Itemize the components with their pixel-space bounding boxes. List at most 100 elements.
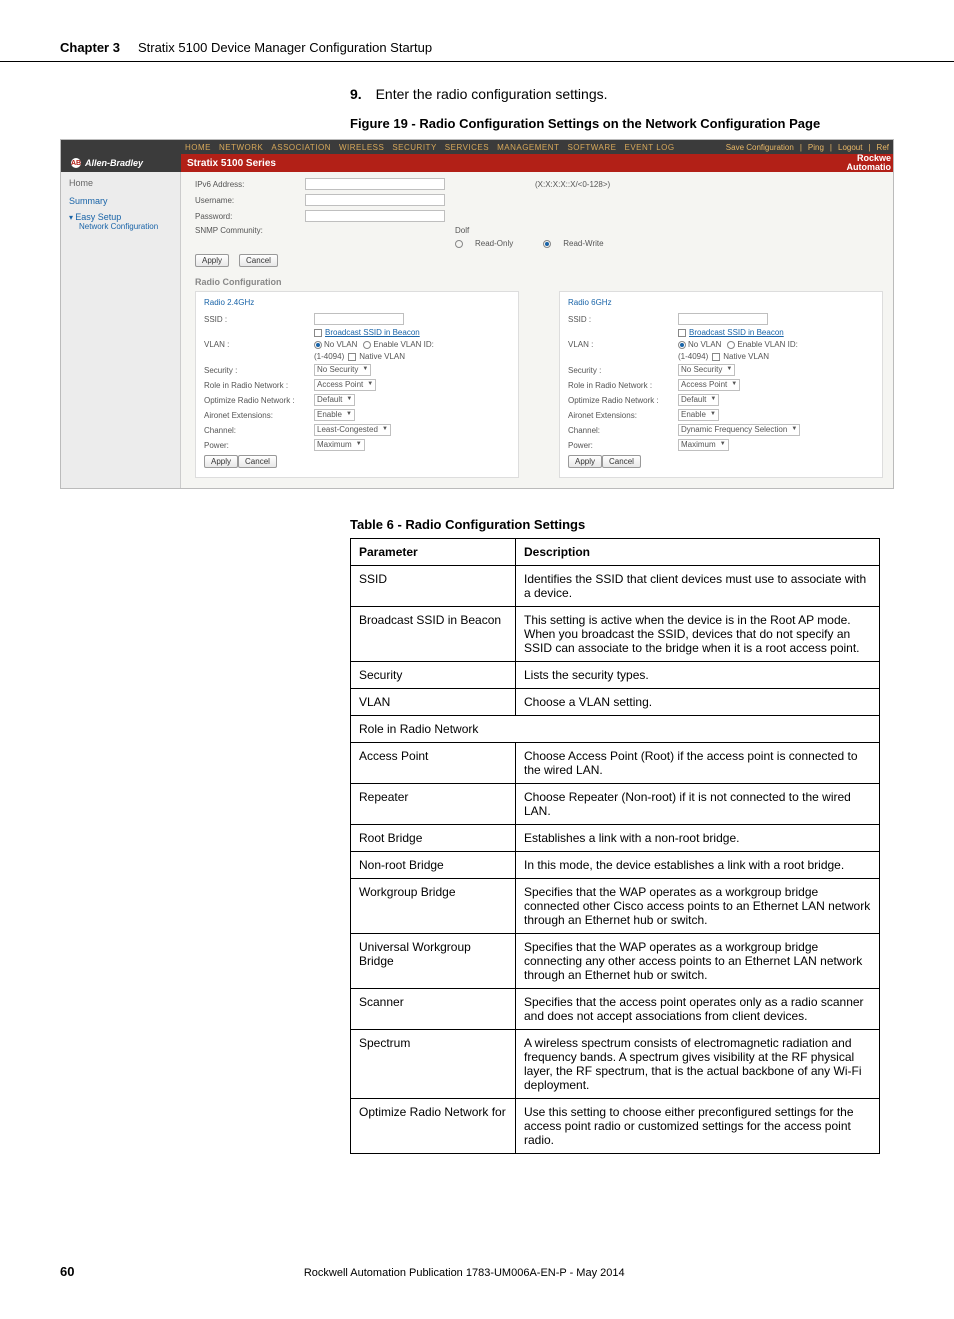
cell-parameter: Root Bridge	[351, 825, 516, 852]
table-row: Non-root BridgeIn this mode, the device …	[351, 852, 880, 879]
radio-readonly[interactable]	[455, 240, 463, 248]
radio-readwrite[interactable]	[543, 240, 551, 248]
select-role-6[interactable]: Access Point	[678, 379, 740, 391]
checkbox-nativevlan-24[interactable]	[348, 353, 356, 361]
checkbox-broadcast-6[interactable]	[678, 329, 686, 337]
cell-description: This setting is active when the device i…	[516, 607, 880, 662]
panel-6ghz: Radio 6GHz SSID : Broadcast SSID in Beac…	[559, 291, 883, 478]
panel-2-4ghz: Radio 2.4GHz SSID : Broadcast SSID in Be…	[195, 291, 519, 478]
table-row: Access PointChoose Access Point (Root) i…	[351, 743, 880, 784]
label-power-6: Power:	[568, 441, 678, 450]
select-optimize-24[interactable]: Default	[314, 394, 355, 406]
nav-home[interactable]: HOME	[185, 143, 211, 152]
checkbox-broadcast-24[interactable]	[314, 329, 322, 337]
brand-logo-icon: AB	[71, 158, 81, 168]
page-number: 60	[60, 1264, 74, 1279]
cancel-button[interactable]: Cancel	[239, 254, 278, 267]
label-ssid-6: SSID :	[568, 315, 678, 324]
label-role: Role in Radio Network :	[204, 381, 314, 390]
rockwell-logo: Rockwe Automatio	[847, 154, 894, 172]
select-security-24[interactable]: No Security	[314, 364, 371, 376]
sidebar-summary[interactable]: Summary	[69, 196, 172, 206]
cell-description: Choose Access Point (Root) if the access…	[516, 743, 880, 784]
checkbox-nativevlan-6[interactable]	[712, 353, 720, 361]
th-parameter: Parameter	[351, 539, 516, 566]
nav-eventlog[interactable]: EVENT LOG	[624, 143, 674, 152]
input-username[interactable]	[305, 194, 445, 206]
label-readonly: Read-Only	[475, 239, 513, 248]
table-row: Broadcast SSID in BeaconThis setting is …	[351, 607, 880, 662]
input-ipv6[interactable]	[305, 178, 445, 190]
label-username: Username:	[195, 196, 295, 205]
cell-parameter: Optimize Radio Network for	[351, 1099, 516, 1154]
label-novlan-6v: No VLAN	[688, 340, 721, 349]
brand-name: Allen-Bradley	[85, 158, 143, 168]
cell-description: Lists the security types.	[516, 662, 880, 689]
input-password[interactable]	[305, 210, 445, 222]
sidebar: Home Summary Easy Setup Network Configur…	[61, 172, 181, 488]
cell-parameter: Spectrum	[351, 1030, 516, 1099]
link-broadcast-24[interactable]: Broadcast SSID in Beacon	[325, 328, 420, 337]
table-row: SpectrumA wireless spectrum consists of …	[351, 1030, 880, 1099]
select-role-24[interactable]: Access Point	[314, 379, 376, 391]
label-enablevlan: Enable VLAN ID:	[373, 340, 433, 349]
select-aironet-6[interactable]: Enable	[678, 409, 719, 421]
cell-description: Specifies that the access point operates…	[516, 989, 880, 1030]
hint-ipv6: (X:X:X:X::X/<0-128>)	[535, 180, 610, 189]
cell-parameter: VLAN	[351, 689, 516, 716]
select-aironet-24[interactable]: Enable	[314, 409, 355, 421]
cell-description: Identifies the SSID that client devices …	[516, 566, 880, 607]
radio-enablevlan-6[interactable]	[727, 341, 735, 349]
label-optimize-6: Optimize Radio Network :	[568, 396, 678, 405]
figure-caption: Figure 19 - Radio Configuration Settings…	[350, 116, 954, 131]
label-channel-6: Channel:	[568, 426, 678, 435]
link-save-config[interactable]: Save Configuration	[726, 143, 794, 152]
input-ssid-6[interactable]	[678, 313, 768, 325]
select-channel-6[interactable]: Dynamic Frequency Selection	[678, 424, 800, 436]
cell-parameter: SSID	[351, 566, 516, 607]
link-logout[interactable]: Logout	[838, 143, 862, 152]
nav-services[interactable]: SERVICES	[445, 143, 489, 152]
nav-network[interactable]: NETWORK	[219, 143, 263, 152]
params-table: Parameter Description SSIDIdentifies the…	[350, 538, 880, 1154]
nav-association[interactable]: ASSOCIATION	[271, 143, 331, 152]
select-optimize-6[interactable]: Default	[678, 394, 719, 406]
table-caption: Table 6 - Radio Configuration Settings	[350, 517, 954, 532]
main-pane: IPv6 Address: (X:X:X:X::X/<0-128>) Usern…	[181, 172, 893, 488]
select-security-6[interactable]: No Security	[678, 364, 735, 376]
cell-parameter: Security	[351, 662, 516, 689]
link-ref[interactable]: Ref	[877, 143, 889, 152]
apply-button-24[interactable]: Apply	[204, 455, 238, 468]
apply-button[interactable]: Apply	[195, 254, 229, 267]
table-row: Workgroup BridgeSpecifies that the WAP o…	[351, 879, 880, 934]
sidebar-easysetup[interactable]: Easy Setup	[69, 212, 172, 222]
cancel-button-24[interactable]: Cancel	[238, 455, 277, 468]
cell-description: Choose a VLAN setting.	[516, 689, 880, 716]
cell-description: Use this setting to choose either precon…	[516, 1099, 880, 1154]
label-optimize: Optimize Radio Network :	[204, 396, 314, 405]
nav-software[interactable]: SOFTWARE	[567, 143, 616, 152]
link-broadcast-6[interactable]: Broadcast SSID in Beacon	[689, 328, 784, 337]
radio-enablevlan-24[interactable]	[363, 341, 371, 349]
cancel-button-6[interactable]: Cancel	[602, 455, 641, 468]
sidebar-home[interactable]: Home	[69, 178, 172, 188]
th-description: Description	[516, 539, 880, 566]
apply-button-6[interactable]: Apply	[568, 455, 602, 468]
nav-management[interactable]: MANAGEMENT	[497, 143, 559, 152]
input-ssid-24[interactable]	[314, 313, 404, 325]
label-vlanrange: (1-4094)	[314, 352, 344, 361]
radio-novlan-6[interactable]	[678, 341, 686, 349]
select-power-24[interactable]: Maximum	[314, 439, 365, 451]
radio-novlan-24[interactable]	[314, 341, 322, 349]
nav-wireless[interactable]: WIRELESS	[339, 143, 384, 152]
screenshot-region: HOME NETWORK ASSOCIATION WIRELESS SECURI…	[60, 139, 894, 489]
section-radio-config: Radio Configuration	[195, 277, 883, 287]
link-ping[interactable]: Ping	[808, 143, 824, 152]
select-power-6[interactable]: Maximum	[678, 439, 729, 451]
table-row: Role in Radio Network	[351, 716, 880, 743]
select-channel-24[interactable]: Least-Congested	[314, 424, 391, 436]
sidebar-networkconfig[interactable]: Network Configuration	[69, 222, 172, 231]
label-vlan: VLAN :	[204, 340, 314, 349]
nav-security[interactable]: SECURITY	[392, 143, 436, 152]
cell-parameter: Non-root Bridge	[351, 852, 516, 879]
